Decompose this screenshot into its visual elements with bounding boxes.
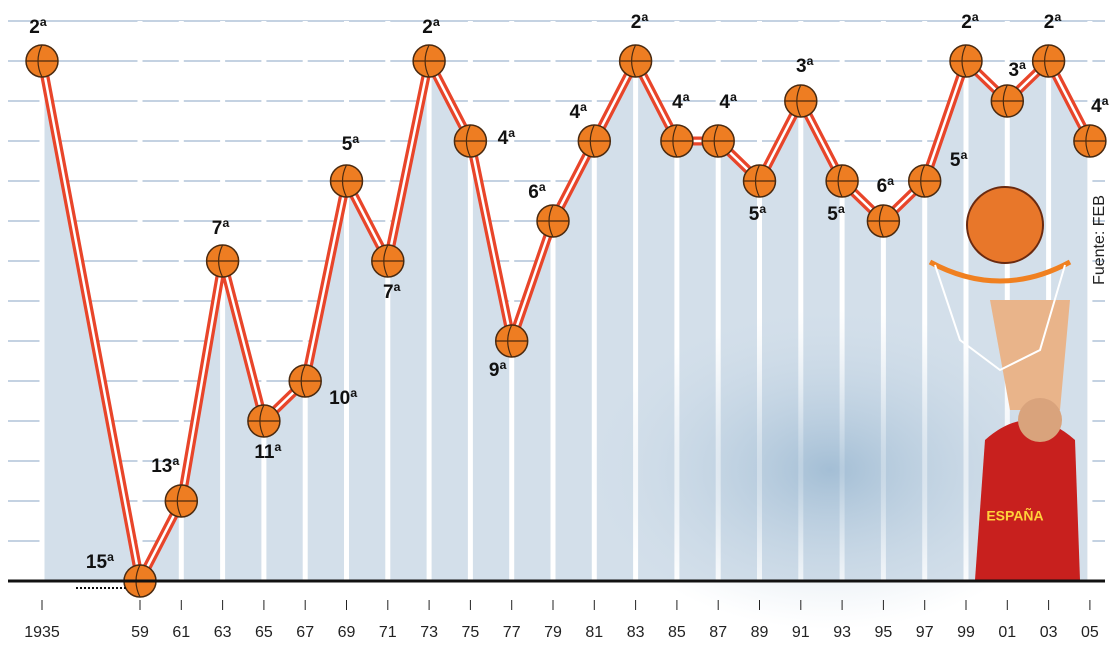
value-label: 11ª xyxy=(254,442,282,463)
value-label: 2ª xyxy=(422,17,441,38)
x-tick-label: 67 xyxy=(296,624,314,641)
value-label: 13ª xyxy=(151,456,180,477)
value-label: 4ª xyxy=(672,92,691,113)
value-label: 4ª xyxy=(569,102,588,123)
value-label: 2ª xyxy=(29,17,48,38)
x-tick-label: 95 xyxy=(875,624,893,641)
x-tick-label: 63 xyxy=(214,624,232,641)
x-tick-label: 85 xyxy=(668,624,686,641)
x-tick-label: 75 xyxy=(462,624,480,641)
value-label: 3ª xyxy=(796,56,815,77)
x-tick-label: 97 xyxy=(916,624,934,641)
x-tick-label: 81 xyxy=(585,624,603,641)
x-tick-label: 05 xyxy=(1081,624,1099,641)
value-label: 4ª xyxy=(1091,96,1110,117)
value-label: 6ª xyxy=(877,176,896,197)
x-tick-label: 99 xyxy=(957,624,975,641)
x-tick-label: 03 xyxy=(1040,624,1058,641)
value-label: 7ª xyxy=(383,282,402,303)
x-tick-label: 79 xyxy=(544,624,562,641)
value-label: 4ª xyxy=(719,92,738,113)
value-label: 2ª xyxy=(1044,12,1063,33)
x-tick-label: 83 xyxy=(627,624,645,641)
source: Fuente: FEB xyxy=(1091,195,1108,285)
value-label: 9ª xyxy=(489,360,508,381)
x-tick-label: 71 xyxy=(379,624,397,641)
value-label: 2ª xyxy=(961,12,980,33)
value-label: 15ª xyxy=(86,552,115,573)
value-label: 5ª xyxy=(827,204,846,225)
x-tick-label: 89 xyxy=(751,624,769,641)
chart: ESPAÑA Fuente: FEB 2ª 1935 15ª 59 13ª 61 7ª 63 1… xyxy=(0,0,1113,646)
x-tick-label: 61 xyxy=(172,624,190,641)
x-tick-label: 91 xyxy=(792,624,810,641)
value-label: 5ª xyxy=(749,204,768,225)
x-tick-label: 77 xyxy=(503,624,521,641)
jersey-text: ESPAÑA xyxy=(986,507,1043,524)
x-tick-label: 73 xyxy=(420,624,438,641)
x-tick-label: 87 xyxy=(709,624,727,641)
x-tick-label: 01 xyxy=(998,624,1016,641)
value-label: 2ª xyxy=(631,12,650,33)
value-label: 4ª xyxy=(498,128,517,149)
x-tick-label: 1935 xyxy=(24,624,60,641)
value-label: 7ª xyxy=(212,218,231,239)
value-label: 5ª xyxy=(342,134,361,155)
value-label: 5ª xyxy=(950,150,969,171)
x-tick-label: 69 xyxy=(338,624,356,641)
x-tick-label: 59 xyxy=(131,624,149,641)
value-label: 3ª xyxy=(1008,60,1027,81)
x-tick-label: 65 xyxy=(255,624,273,641)
value-label: 6ª xyxy=(528,182,547,203)
x-tick-label: 93 xyxy=(833,624,851,641)
value-label: 10ª xyxy=(329,388,358,409)
